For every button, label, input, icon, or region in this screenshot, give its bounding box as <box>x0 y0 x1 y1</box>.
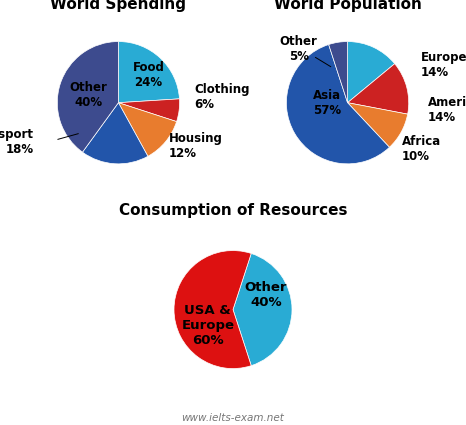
Text: Other
5%: Other 5% <box>280 35 317 63</box>
Title: World Population: World Population <box>274 0 422 11</box>
Wedge shape <box>118 99 179 122</box>
Text: Africa
10%: Africa 10% <box>402 136 441 164</box>
Text: Americas
14%: Americas 14% <box>428 96 466 124</box>
Wedge shape <box>233 253 292 366</box>
Text: Transport
18%: Transport 18% <box>0 128 34 156</box>
Text: www.ielts-exam.net: www.ielts-exam.net <box>182 413 284 423</box>
Text: Asia
57%: Asia 57% <box>313 89 342 117</box>
Wedge shape <box>118 42 179 103</box>
Title: World Spending: World Spending <box>50 0 186 11</box>
Wedge shape <box>82 103 148 164</box>
Text: Europe
14%: Europe 14% <box>421 51 466 79</box>
Wedge shape <box>348 103 408 147</box>
Wedge shape <box>118 103 177 156</box>
Wedge shape <box>174 251 251 368</box>
Text: Food
24%: Food 24% <box>133 61 164 89</box>
Text: Other
40%: Other 40% <box>245 281 288 309</box>
Text: USA &
Europe
60%: USA & Europe 60% <box>181 304 234 347</box>
Text: Housing
12%: Housing 12% <box>169 132 223 160</box>
Wedge shape <box>348 42 395 103</box>
Wedge shape <box>57 42 118 152</box>
Wedge shape <box>287 45 390 164</box>
Text: Clothing
6%: Clothing 6% <box>194 83 249 111</box>
Wedge shape <box>329 42 348 103</box>
Title: Consumption of Resources: Consumption of Resources <box>119 204 347 218</box>
Text: Other
40%: Other 40% <box>69 82 107 110</box>
Wedge shape <box>348 64 409 114</box>
